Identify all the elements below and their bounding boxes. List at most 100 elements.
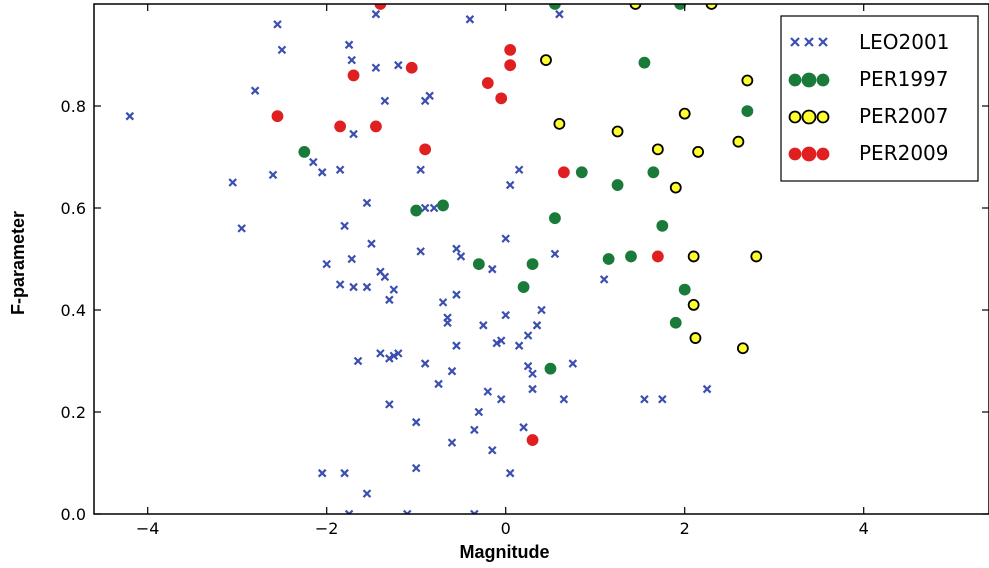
data-point [532, 321, 542, 330]
legend-marker [816, 147, 830, 161]
data-point [456, 252, 466, 261]
data-point [741, 74, 754, 87]
legend-marker [818, 37, 828, 47]
data-point [389, 285, 399, 294]
data-point [505, 180, 515, 190]
y-tick-label: 0.8 [61, 97, 86, 116]
data-point [380, 96, 390, 106]
data-point [625, 250, 637, 263]
data-point [487, 445, 497, 455]
x-tick-label: −4 [136, 519, 160, 538]
data-point [317, 468, 327, 478]
data-point [362, 489, 372, 498]
data-point [340, 221, 349, 231]
data-point [550, 249, 560, 259]
data-point [474, 407, 484, 417]
data-point [347, 254, 357, 264]
data-point [334, 120, 347, 133]
data-point [298, 145, 311, 158]
data-point [385, 354, 394, 363]
data-point [416, 165, 425, 175]
data-point [496, 394, 506, 404]
data-point [514, 341, 524, 350]
y-axis-title: F-parameter [8, 211, 28, 315]
data-point [437, 199, 449, 212]
data-point [349, 282, 358, 292]
data-point [674, 4, 687, 10]
data-point [308, 157, 318, 167]
data-point [228, 178, 238, 187]
data-point [362, 282, 372, 292]
data-point [687, 298, 700, 311]
data-point [347, 69, 360, 82]
data-point [537, 305, 546, 315]
data-point [268, 170, 278, 180]
data-point [465, 15, 475, 24]
legend-marker [804, 37, 814, 47]
data-point [410, 204, 423, 217]
plot-marks [125, 4, 763, 514]
data-point [523, 331, 533, 340]
legend-marker [788, 110, 802, 124]
data-point [669, 181, 682, 194]
data-point [443, 313, 452, 322]
data-point [687, 250, 700, 263]
legend-marker [801, 109, 817, 125]
series-per2009 [271, 4, 664, 446]
data-point [438, 298, 448, 307]
data-point [640, 394, 649, 404]
data-point [702, 384, 712, 394]
data-point [496, 336, 506, 345]
data-point [599, 275, 609, 284]
data-point [692, 145, 705, 158]
data-point [651, 143, 664, 156]
data-point [347, 55, 357, 65]
data-point [611, 179, 624, 191]
data-point [419, 143, 432, 156]
data-point [452, 244, 461, 254]
data-point [367, 239, 376, 248]
data-point [447, 366, 457, 376]
data-point [549, 4, 561, 10]
data-point [394, 60, 403, 70]
x-tick-label: 4 [859, 519, 869, 538]
data-point [429, 203, 439, 213]
data-point [611, 125, 624, 138]
legend-item: LEO2001 [790, 30, 949, 54]
legend-marker [801, 146, 817, 162]
data-point [380, 272, 390, 282]
data-point [374, 4, 387, 10]
data-point [504, 44, 517, 56]
data-point [447, 438, 457, 447]
data-point [483, 387, 493, 396]
data-point [555, 9, 564, 19]
data-point [568, 359, 578, 368]
data-point [481, 77, 494, 89]
data-point [557, 166, 570, 179]
legend-marker [788, 147, 802, 161]
data-point [420, 359, 430, 368]
data-point [452, 341, 461, 350]
data-point [732, 135, 745, 148]
data-point [420, 203, 430, 213]
data-point [553, 117, 566, 130]
legend-marker [790, 37, 800, 47]
x-tick-label: 2 [680, 519, 690, 538]
data-point [479, 321, 488, 330]
data-point [544, 362, 557, 375]
legend-item: PER1997 [788, 67, 949, 91]
legend-label: LEO2001 [859, 30, 949, 54]
data-point [344, 40, 354, 50]
legend-item: PER2007 [788, 104, 949, 128]
data-point [335, 165, 345, 175]
data-point [452, 290, 461, 299]
data-point [277, 45, 287, 55]
y-tick-label: 0.0 [61, 505, 86, 524]
data-point [736, 342, 749, 355]
data-point [425, 91, 434, 101]
data-point [647, 166, 660, 179]
data-point [353, 356, 363, 366]
data-point [237, 224, 246, 233]
data-point [526, 434, 539, 446]
data-point [514, 165, 524, 175]
